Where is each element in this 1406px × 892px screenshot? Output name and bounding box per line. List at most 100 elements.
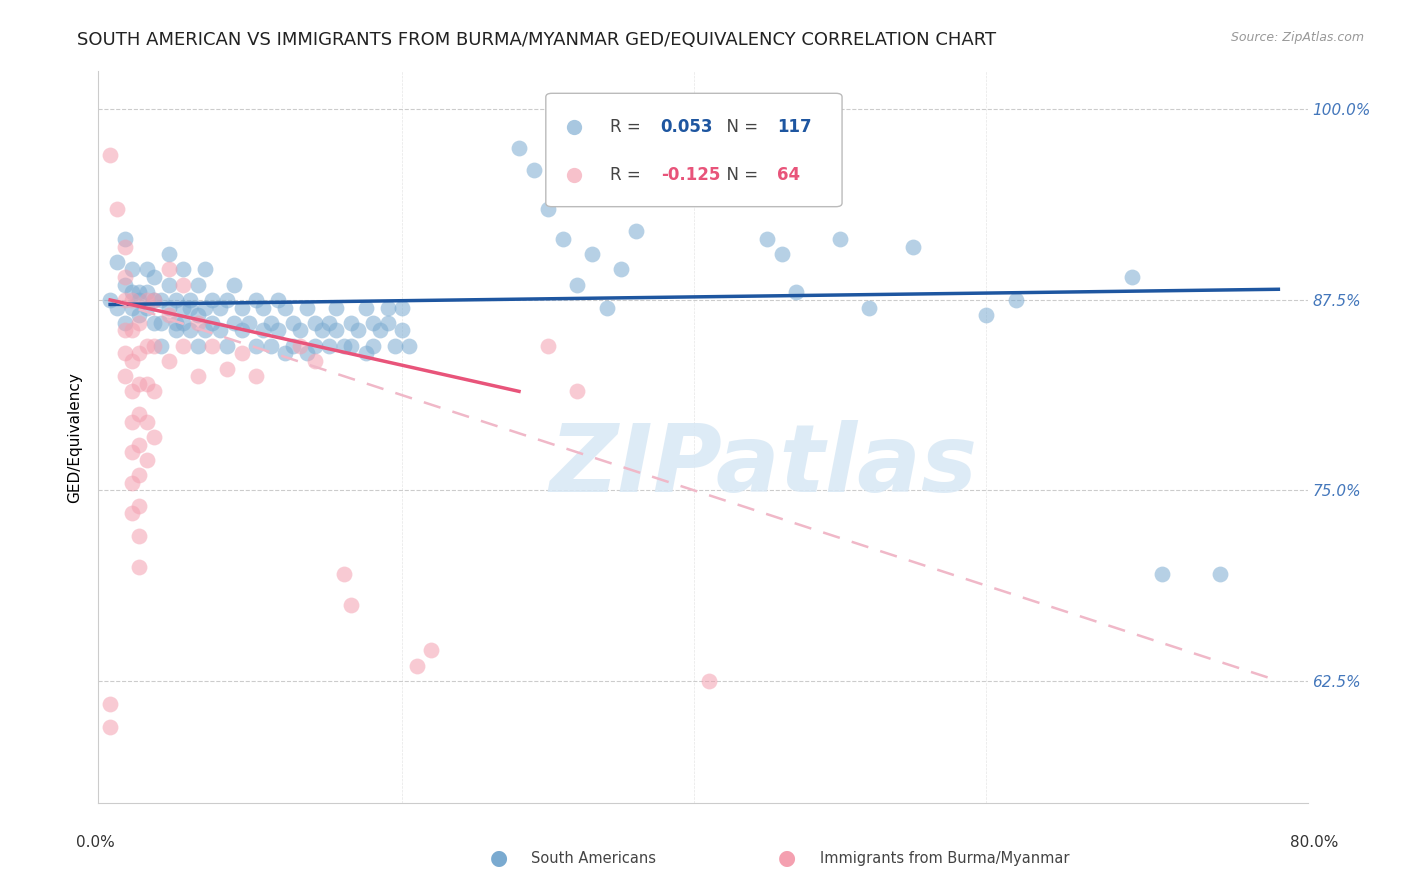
Point bbox=[1150, 567, 1173, 582]
Point bbox=[208, 323, 231, 337]
Point bbox=[756, 232, 779, 246]
Point bbox=[114, 232, 136, 246]
Point bbox=[172, 316, 194, 330]
Point bbox=[187, 338, 209, 352]
Point bbox=[231, 301, 253, 315]
Point bbox=[157, 247, 180, 261]
Point bbox=[121, 415, 143, 429]
Point bbox=[142, 293, 165, 307]
Point bbox=[179, 301, 201, 315]
Point bbox=[224, 277, 246, 292]
Point bbox=[128, 346, 150, 360]
Point bbox=[274, 346, 297, 360]
Point bbox=[150, 316, 173, 330]
Text: SOUTH AMERICAN VS IMMIGRANTS FROM BURMA/MYANMAR GED/EQUIVALENCY CORRELATION CHAR: SOUTH AMERICAN VS IMMIGRANTS FROM BURMA/… bbox=[77, 31, 997, 49]
Point bbox=[830, 232, 852, 246]
Point bbox=[260, 316, 283, 330]
Point bbox=[281, 316, 304, 330]
Point bbox=[231, 346, 253, 360]
Point bbox=[121, 354, 143, 368]
Point bbox=[172, 338, 194, 352]
Point bbox=[537, 338, 560, 352]
Point bbox=[361, 338, 384, 352]
Point bbox=[354, 346, 377, 360]
Text: 0.0%: 0.0% bbox=[76, 836, 115, 850]
Point bbox=[128, 438, 150, 452]
Point bbox=[128, 468, 150, 483]
Point bbox=[157, 354, 180, 368]
Point bbox=[98, 697, 121, 711]
Point bbox=[581, 247, 603, 261]
Point bbox=[325, 301, 347, 315]
Point bbox=[201, 338, 224, 352]
Point bbox=[142, 270, 165, 285]
Point bbox=[157, 277, 180, 292]
Point bbox=[157, 262, 180, 277]
Point bbox=[361, 316, 384, 330]
Point bbox=[114, 369, 136, 384]
Point bbox=[903, 239, 925, 253]
Point bbox=[121, 285, 143, 300]
Point bbox=[128, 316, 150, 330]
Text: 64: 64 bbox=[776, 167, 800, 185]
Point bbox=[727, 155, 749, 169]
Text: South Americans: South Americans bbox=[531, 851, 657, 865]
Point bbox=[318, 316, 340, 330]
Point bbox=[332, 338, 354, 352]
Point bbox=[595, 301, 617, 315]
Point bbox=[377, 301, 399, 315]
Point bbox=[770, 247, 793, 261]
Point bbox=[201, 316, 224, 330]
Point bbox=[267, 293, 290, 307]
Point bbox=[304, 316, 326, 330]
Text: Immigrants from Burma/Myanmar: Immigrants from Burma/Myanmar bbox=[820, 851, 1069, 865]
Point bbox=[157, 308, 180, 322]
Text: 0.053: 0.053 bbox=[661, 118, 713, 136]
Point bbox=[98, 148, 121, 162]
Point bbox=[340, 316, 363, 330]
Point bbox=[245, 338, 267, 352]
Point bbox=[245, 293, 267, 307]
Point bbox=[318, 338, 340, 352]
Point bbox=[135, 453, 157, 467]
Y-axis label: GED/Equivalency: GED/Equivalency bbox=[67, 372, 83, 502]
Point bbox=[121, 506, 143, 520]
Point bbox=[245, 369, 267, 384]
Point bbox=[135, 293, 157, 307]
Point bbox=[165, 316, 187, 330]
Point bbox=[121, 301, 143, 315]
Point bbox=[187, 316, 209, 330]
Point bbox=[325, 323, 347, 337]
Point bbox=[238, 316, 260, 330]
Point bbox=[114, 277, 136, 292]
Point bbox=[288, 338, 311, 352]
Point bbox=[121, 323, 143, 337]
Point bbox=[128, 407, 150, 421]
Point bbox=[128, 376, 150, 391]
Text: -0.125: -0.125 bbox=[661, 167, 720, 185]
Point bbox=[260, 338, 283, 352]
Text: ●: ● bbox=[491, 848, 508, 868]
Point bbox=[135, 415, 157, 429]
Point bbox=[114, 316, 136, 330]
Point bbox=[114, 239, 136, 253]
Point bbox=[128, 293, 150, 307]
Point bbox=[135, 262, 157, 277]
Point bbox=[114, 323, 136, 337]
Point bbox=[142, 293, 165, 307]
Point bbox=[267, 323, 290, 337]
Point bbox=[610, 262, 633, 277]
Text: 80.0%: 80.0% bbox=[1291, 836, 1339, 850]
Point bbox=[121, 262, 143, 277]
Point bbox=[201, 293, 224, 307]
Point bbox=[128, 529, 150, 543]
Point bbox=[231, 323, 253, 337]
Point bbox=[567, 384, 589, 399]
Point bbox=[297, 301, 319, 315]
Point bbox=[142, 338, 165, 352]
Point bbox=[187, 369, 209, 384]
Point bbox=[567, 277, 589, 292]
Point bbox=[391, 301, 413, 315]
FancyBboxPatch shape bbox=[546, 94, 842, 207]
Text: ZIPatlas: ZIPatlas bbox=[550, 420, 977, 512]
